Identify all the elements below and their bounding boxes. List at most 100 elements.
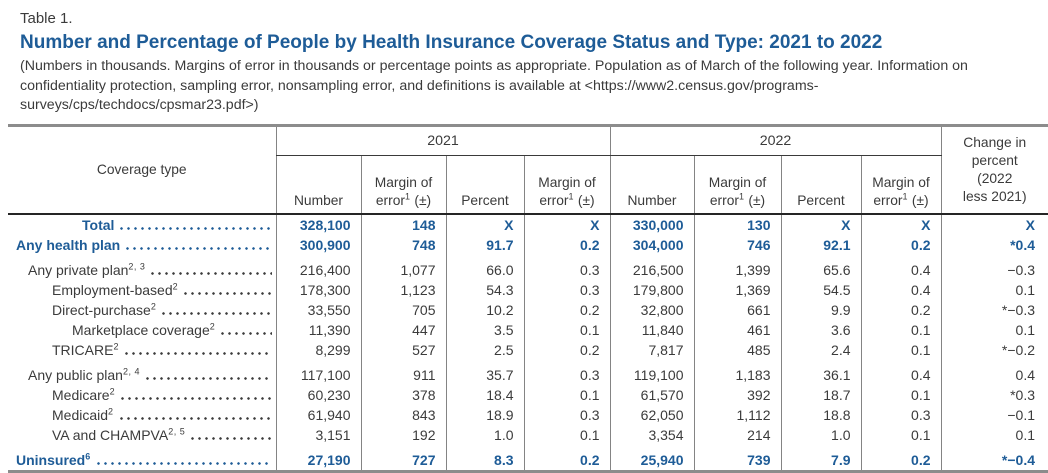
cell-moe-2021: 748	[360, 234, 446, 255]
cell-moe-2021: 843	[360, 404, 446, 425]
footnote-marker: 2	[108, 406, 114, 417]
cell-pct-2021: X	[445, 213, 524, 235]
leader-dots	[118, 226, 272, 230]
leader-dots	[160, 311, 272, 315]
cell-pmoe-2021: 0.3	[523, 279, 610, 300]
row-any-health-plan: Any health plan 300,900 748 91.7 0.2 304,000 7…	[8, 234, 1048, 255]
cell-pmoe-2021: 0.2	[523, 299, 610, 320]
row-label-any-private-plan: Any private plan2, 3	[8, 255, 276, 280]
cell-pct-2021: 8.3	[445, 444, 524, 472]
leader-dots	[122, 351, 272, 355]
cell-moe-2022: 485	[693, 339, 781, 360]
moe-footnote-sup: 1	[405, 190, 411, 201]
cell-num-2021: 216,400	[275, 254, 361, 280]
cell-moe-2021: 527	[360, 339, 446, 360]
cell-pmoe-2022: 0.4	[860, 279, 941, 300]
cell-num-2022: 32,800	[609, 299, 694, 320]
leader-dots	[124, 246, 272, 250]
cell-pmoe-2021: 0.2	[523, 339, 610, 360]
cell-num-2021: 27,190	[275, 444, 361, 472]
cell-moe-2021: 192	[360, 424, 446, 445]
cell-pmoe-2022: 0.4	[860, 359, 941, 385]
cell-num-2021: 33,550	[275, 299, 361, 320]
footnote-marker: 2	[109, 386, 116, 397]
cell-moe-2022: 661	[693, 299, 781, 320]
table-note: (Numbers in thousands. Margins of error …	[20, 58, 968, 114]
moe-pm: (±)	[414, 192, 432, 208]
cell-moe-2021: 378	[360, 384, 446, 405]
row-label-text: TRICARE2	[52, 341, 119, 358]
table-title: Number and Percentage of People by Healt…	[20, 32, 883, 53]
cell-moe-2022: 1,183	[693, 359, 781, 385]
cell-num-2022: 3,354	[609, 424, 694, 445]
cell-num-2022: 179,800	[609, 279, 694, 300]
leader-dots	[219, 331, 272, 335]
cell-pmoe-2022: 0.1	[860, 339, 941, 360]
row-direct-purchase: Direct-purchase2 33,550 705 10.2 0.2 32,800 66…	[8, 299, 1048, 320]
cell-change: 0.1	[940, 319, 1048, 340]
row-uninsured: Uninsured6 27,190 727 8.3 0.2 25,940 739 7.9 0.2…	[8, 444, 1048, 472]
row-medicare: Medicare2 60,230 378 18.4 0.1 61,570 392 18.7 0.…	[8, 384, 1048, 405]
row-tricare: TRICARE2 8,299 527 2.5 0.2 7,817 485 2.4 0.1 *−0.…	[8, 339, 1048, 360]
cell-pmoe-2022: 0.1	[860, 384, 941, 405]
cell-pmoe-2021: 0.2	[523, 234, 610, 255]
row-medicaid: Medicaid2 61,940 843 18.9 0.3 62,050 1,112 18.8…	[8, 404, 1048, 425]
row-label-medicaid: Medicaid2	[8, 405, 276, 425]
cell-change: *0.4	[940, 234, 1048, 255]
row-any-public-plan: Any public plan2, 4 117,100 911 35.7 0.3 119,…	[8, 359, 1048, 385]
cell-pmoe-2021: X	[523, 213, 610, 235]
footnote-marker: 2	[113, 341, 119, 352]
cell-moe-2022: 1,112	[693, 404, 781, 425]
cell-pct-2021: 35.7	[445, 359, 524, 385]
cell-pmoe-2021: 0.3	[523, 359, 610, 385]
moe-word: error	[539, 192, 569, 208]
moe-footnote-sup: 1	[739, 190, 745, 201]
cell-pct-2022: 3.6	[780, 319, 861, 340]
footnote-marker: 2, 5	[168, 426, 186, 437]
cell-moe-2022: 214	[693, 424, 781, 445]
col-header-number-2022: Number	[609, 155, 694, 215]
moe-line1: Margin of	[708, 175, 767, 191]
cell-pct-2022: 7.9	[780, 444, 861, 472]
leader-dots	[117, 416, 272, 420]
table-label: Table 1.	[20, 10, 73, 27]
row-label-employment-based: Employment-based2	[8, 280, 276, 300]
row-marketplace-coverage: Marketplace coverage2 11,390 447 3.5 0.1 11,8…	[8, 319, 1048, 340]
col-group-2022: 2022	[609, 125, 941, 156]
moe-pm: (±)	[748, 192, 766, 208]
cell-pct-2021: 2.5	[445, 339, 524, 360]
row-label-text: Any private plan2, 3	[28, 261, 146, 278]
leader-dots	[94, 461, 272, 465]
cell-pmoe-2022: 0.1	[860, 319, 941, 340]
cell-change: −0.1	[940, 404, 1048, 425]
moe-word: error	[873, 192, 903, 208]
leader-dots	[149, 271, 272, 275]
cell-moe-2022: 739	[693, 444, 781, 472]
cell-moe-2021: 1,077	[360, 254, 446, 280]
cell-pmoe-2022: X	[860, 213, 941, 235]
col-header-percent-2022: Percent	[780, 155, 861, 215]
cell-moe-2022: 1,369	[693, 279, 781, 300]
cell-moe-2022: 392	[693, 384, 781, 405]
cell-num-2022: 216,500	[609, 254, 694, 280]
moe-word: error	[375, 192, 405, 208]
cell-pmoe-2021: 0.3	[523, 404, 610, 425]
col-header-coverage-type: Coverage type	[8, 125, 276, 215]
cell-num-2021: 8,299	[275, 339, 361, 360]
cell-pct-2022: 18.7	[780, 384, 861, 405]
cell-pmoe-2021: 0.1	[523, 384, 610, 405]
cell-change: 0.4	[940, 359, 1048, 385]
cell-change: *−0.3	[940, 299, 1048, 320]
row-label-text: Any public plan2, 4	[28, 366, 140, 383]
cell-pct-2022: 2.4	[780, 339, 861, 360]
row-label-text: Employment-based2	[52, 281, 179, 298]
row-employment-based: Employment-based2 178,300 1,123 54.3 0.3 179,…	[8, 279, 1048, 300]
moe-line1: Margin of	[374, 175, 433, 191]
cell-pmoe-2022: 0.2	[860, 299, 941, 320]
row-label-text: Any health plan	[16, 236, 121, 253]
row-label-va-and-champva: VA and CHAMPVA2, 5	[8, 425, 276, 445]
cell-num-2021: 11,390	[275, 319, 361, 340]
cell-pct-2022: X	[780, 213, 861, 235]
row-label-medicare: Medicare2	[8, 385, 276, 405]
